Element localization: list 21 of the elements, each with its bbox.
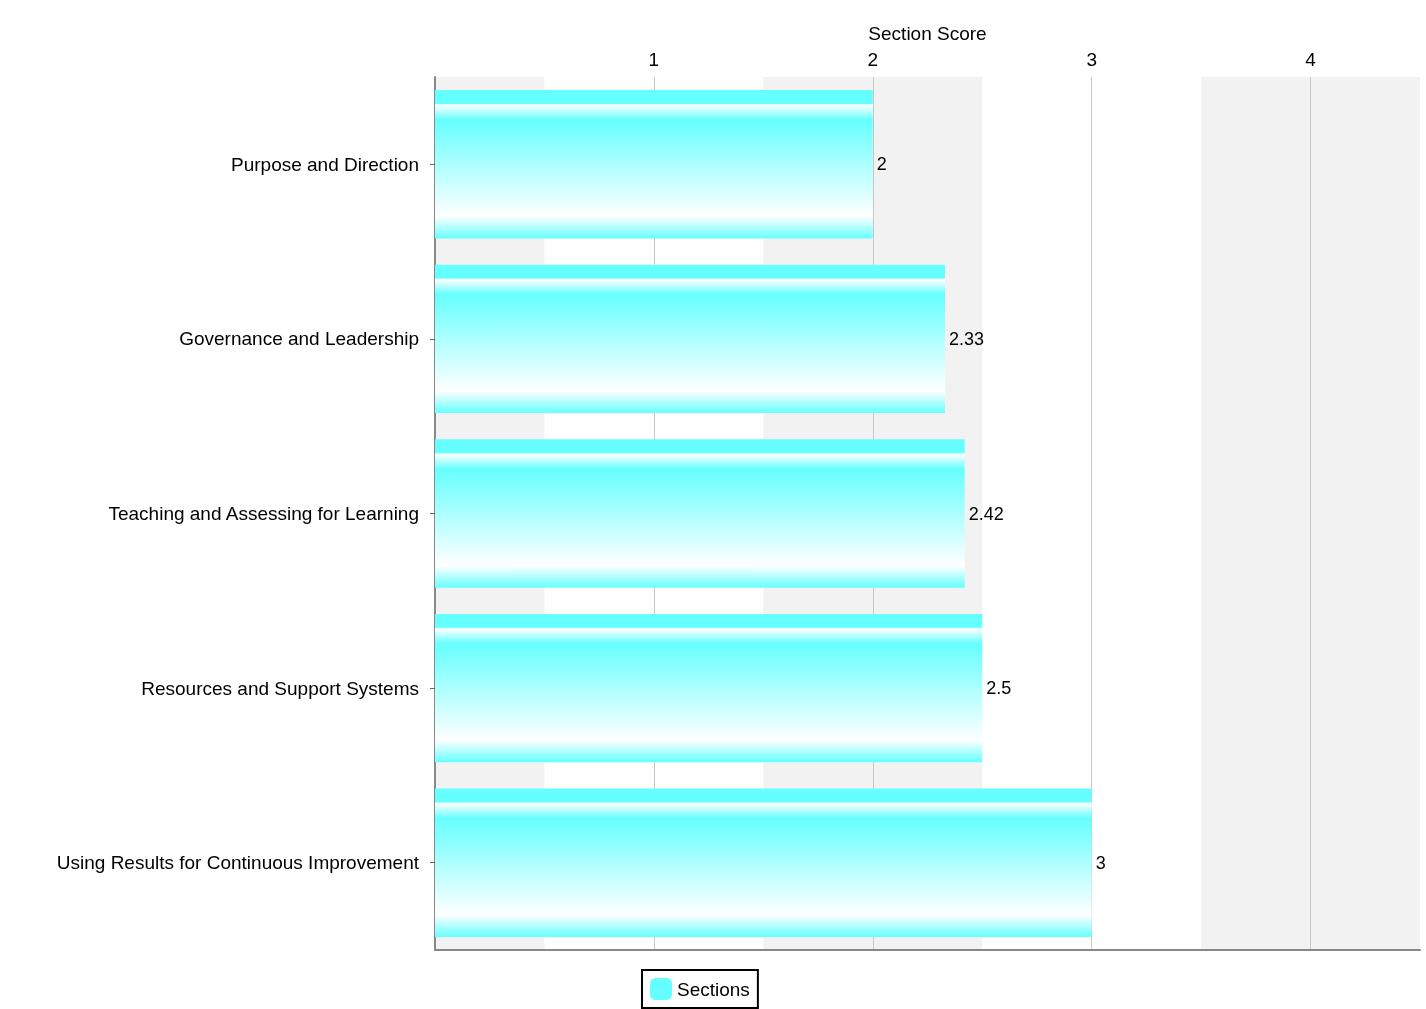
- y-tick-label: Teaching and Assessing for Learning: [108, 503, 419, 524]
- bar: [435, 90, 873, 239]
- y-tick-label: Resources and Support Systems: [141, 677, 419, 699]
- y-tick-label: Governance and Leadership: [179, 328, 419, 350]
- x-tick-label: 4: [1305, 49, 1317, 70]
- x-tick-label: 1: [648, 49, 660, 70]
- x-tick-label: 3: [1086, 49, 1097, 70]
- bar: [435, 439, 965, 588]
- y-tick-label: Purpose and Direction: [231, 153, 419, 175]
- bar: [435, 788, 1092, 937]
- y-tick-label: Using Results for Continuous Improvement: [56, 852, 420, 874]
- x-tick-label: 2: [867, 49, 879, 70]
- data-label: 2.33: [949, 328, 985, 349]
- bar: [435, 613, 983, 763]
- x-axis-title: Section Score: [868, 23, 987, 44]
- legend-label: Sections: [677, 978, 750, 1000]
- bar: [435, 264, 946, 414]
- data-label: 3: [1095, 852, 1106, 873]
- data-label: 2: [876, 154, 887, 175]
- data-label: 2.42: [968, 503, 1004, 524]
- data-label: 2.5: [986, 678, 1012, 699]
